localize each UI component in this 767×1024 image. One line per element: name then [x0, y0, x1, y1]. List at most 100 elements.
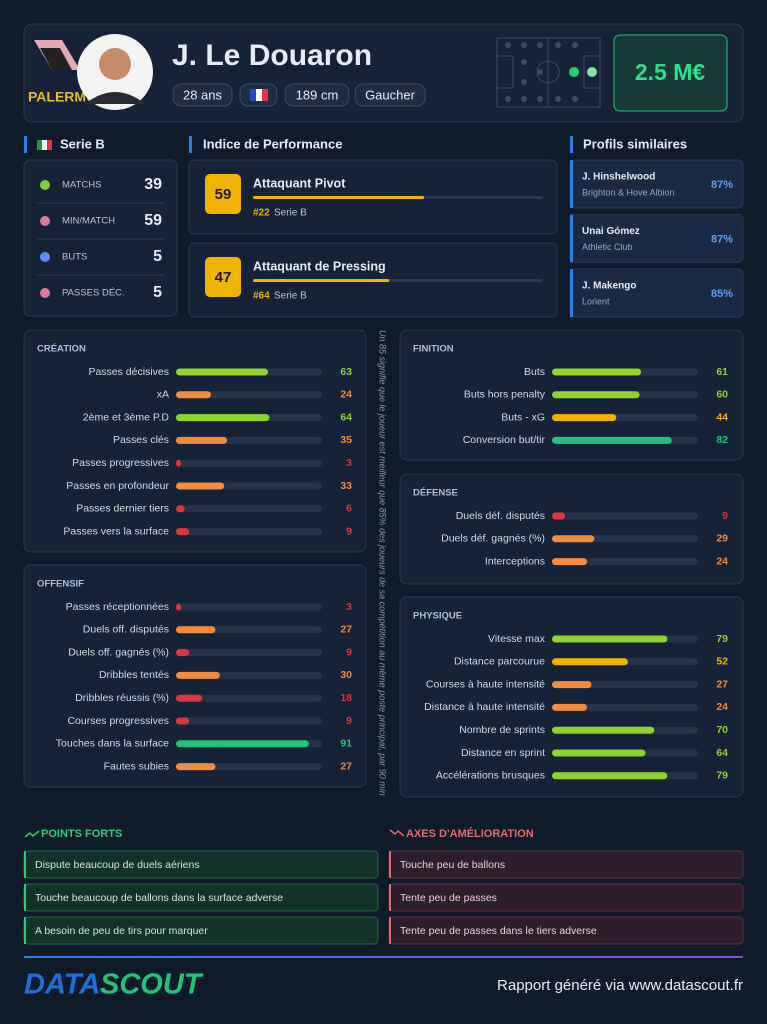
- metric-bar: [176, 528, 190, 536]
- note-accent: [389, 884, 391, 911]
- note-text: Touche peu de ballons: [400, 859, 505, 871]
- metric-value: 91: [340, 738, 352, 750]
- similar-title: Profils similaires: [583, 136, 687, 151]
- metric-value: 24: [340, 389, 352, 401]
- metric-value: 24: [716, 701, 728, 713]
- score-bar: [253, 196, 425, 199]
- metric-track: [552, 703, 698, 711]
- metric-label: Passes progressives: [72, 457, 169, 469]
- metric-track: [552, 558, 698, 566]
- metric-bar: [176, 649, 190, 657]
- metric-label: Dribbles réussis (%): [75, 692, 169, 704]
- metric-label: Passes en profondeur: [66, 480, 169, 492]
- metric-panel: [399, 473, 744, 585]
- market-value: 2.5 M€: [635, 59, 706, 85]
- metric-value: 63: [340, 366, 352, 378]
- metric-bar: [552, 512, 566, 520]
- metric-value: 64: [716, 747, 728, 759]
- metric-label: Distance en sprint: [461, 747, 545, 759]
- logo-left: DATA: [24, 969, 100, 1001]
- metric-bar: [552, 703, 588, 711]
- metric-bar: [176, 368, 268, 376]
- metric-panel-title: PHYSIQUE: [413, 611, 462, 622]
- flag-chip: [239, 83, 278, 107]
- metric-label: Duels déf. gagnés (%): [441, 533, 545, 545]
- player-shirt: [85, 92, 145, 104]
- metric-panel-title: CRÉATION: [37, 344, 86, 355]
- footer-note: Rapport généré via www.datascout.fr: [497, 977, 743, 994]
- metric-label: Distance parcourue: [454, 656, 545, 668]
- metric-label: Touches dans la surface: [56, 738, 169, 750]
- similar-match: 87%: [711, 233, 733, 245]
- profile-label: Attaquant de Pressing: [253, 259, 386, 273]
- metric-label: Passes dernier tiers: [76, 503, 169, 515]
- metric-bar: [552, 726, 655, 734]
- metric-value: 3: [346, 601, 352, 613]
- metric-label: Nombre de sprints: [459, 724, 545, 736]
- metric-value: 30: [340, 669, 352, 681]
- metric-panel: [399, 596, 744, 798]
- metric-bar: [552, 391, 640, 399]
- similar-accent: [570, 160, 573, 208]
- metric-value: 29: [716, 533, 728, 545]
- chip-text: Gaucher: [365, 87, 416, 102]
- player-name: J. Le Douaron: [172, 39, 372, 72]
- metric-bar: [176, 436, 228, 444]
- stat-label: PASSES DÉC.: [62, 288, 125, 299]
- rank: #22: [253, 208, 270, 219]
- metric-track: [176, 459, 322, 467]
- metric-track: [176, 528, 322, 536]
- metric-label: Duels off. gagnés (%): [68, 646, 169, 658]
- metric-value: 79: [716, 770, 728, 782]
- metric-bar: [552, 535, 595, 543]
- metric-bar: [176, 671, 220, 679]
- metric-label: Dribbles tentés: [99, 669, 169, 681]
- metric-bar: [176, 626, 216, 634]
- pitch: [496, 37, 601, 108]
- metric-label: Buts hors penalty: [464, 389, 546, 401]
- metric-track: [176, 694, 322, 702]
- stat-icon: [40, 216, 50, 226]
- stat-icon: [40, 288, 50, 298]
- metric-bar: [176, 717, 190, 725]
- metric-value: 33: [340, 480, 352, 492]
- note-text: Touche beaucoup de ballons dans la surfa…: [35, 892, 283, 904]
- metric-value: 82: [716, 434, 728, 446]
- stat-value: 5: [153, 248, 162, 265]
- metric-bar: [176, 763, 216, 771]
- rank-league: Serie B: [274, 291, 307, 302]
- stat-icon: [40, 180, 50, 190]
- value-box: [613, 34, 728, 112]
- stat-value: 39: [144, 176, 162, 193]
- similar-name: J. Makengo: [582, 281, 636, 292]
- score-bar: [253, 279, 390, 282]
- metric-track: [176, 717, 322, 725]
- chip-text: 189 cm: [296, 87, 339, 102]
- improvements-title: AXES D'AMÉLIORATION: [406, 827, 534, 840]
- section-accent: [24, 136, 27, 153]
- performance-title: Indice de Performance: [203, 136, 342, 151]
- metric-bar: [552, 414, 617, 422]
- metric-label: Passes décisives: [88, 366, 169, 378]
- club-logo: PALERMO: [28, 40, 97, 105]
- italy-flag: [37, 140, 52, 150]
- score-box: [205, 174, 241, 214]
- metric-value: 35: [340, 434, 352, 446]
- metric-bar: [176, 505, 185, 513]
- info-chip: [354, 83, 426, 107]
- metric-value: 52: [716, 656, 728, 668]
- up-icon: [24, 830, 40, 838]
- metric-label: Passes vers la surface: [63, 525, 169, 537]
- metric-label: Interceptions: [485, 555, 545, 567]
- stat-label: MATCHS: [62, 180, 101, 191]
- metric-value: 9: [346, 525, 352, 537]
- metric-value: 60: [716, 389, 728, 401]
- metric-value: 6: [346, 503, 352, 515]
- note-accent: [24, 917, 26, 944]
- metric-value: 61: [716, 366, 728, 378]
- metric-label: Courses progressives: [67, 715, 169, 727]
- metric-label: Buts - xG: [501, 411, 545, 423]
- note-text: Dispute beaucoup de duels aériens: [35, 859, 200, 871]
- similar-match: 85%: [711, 288, 733, 300]
